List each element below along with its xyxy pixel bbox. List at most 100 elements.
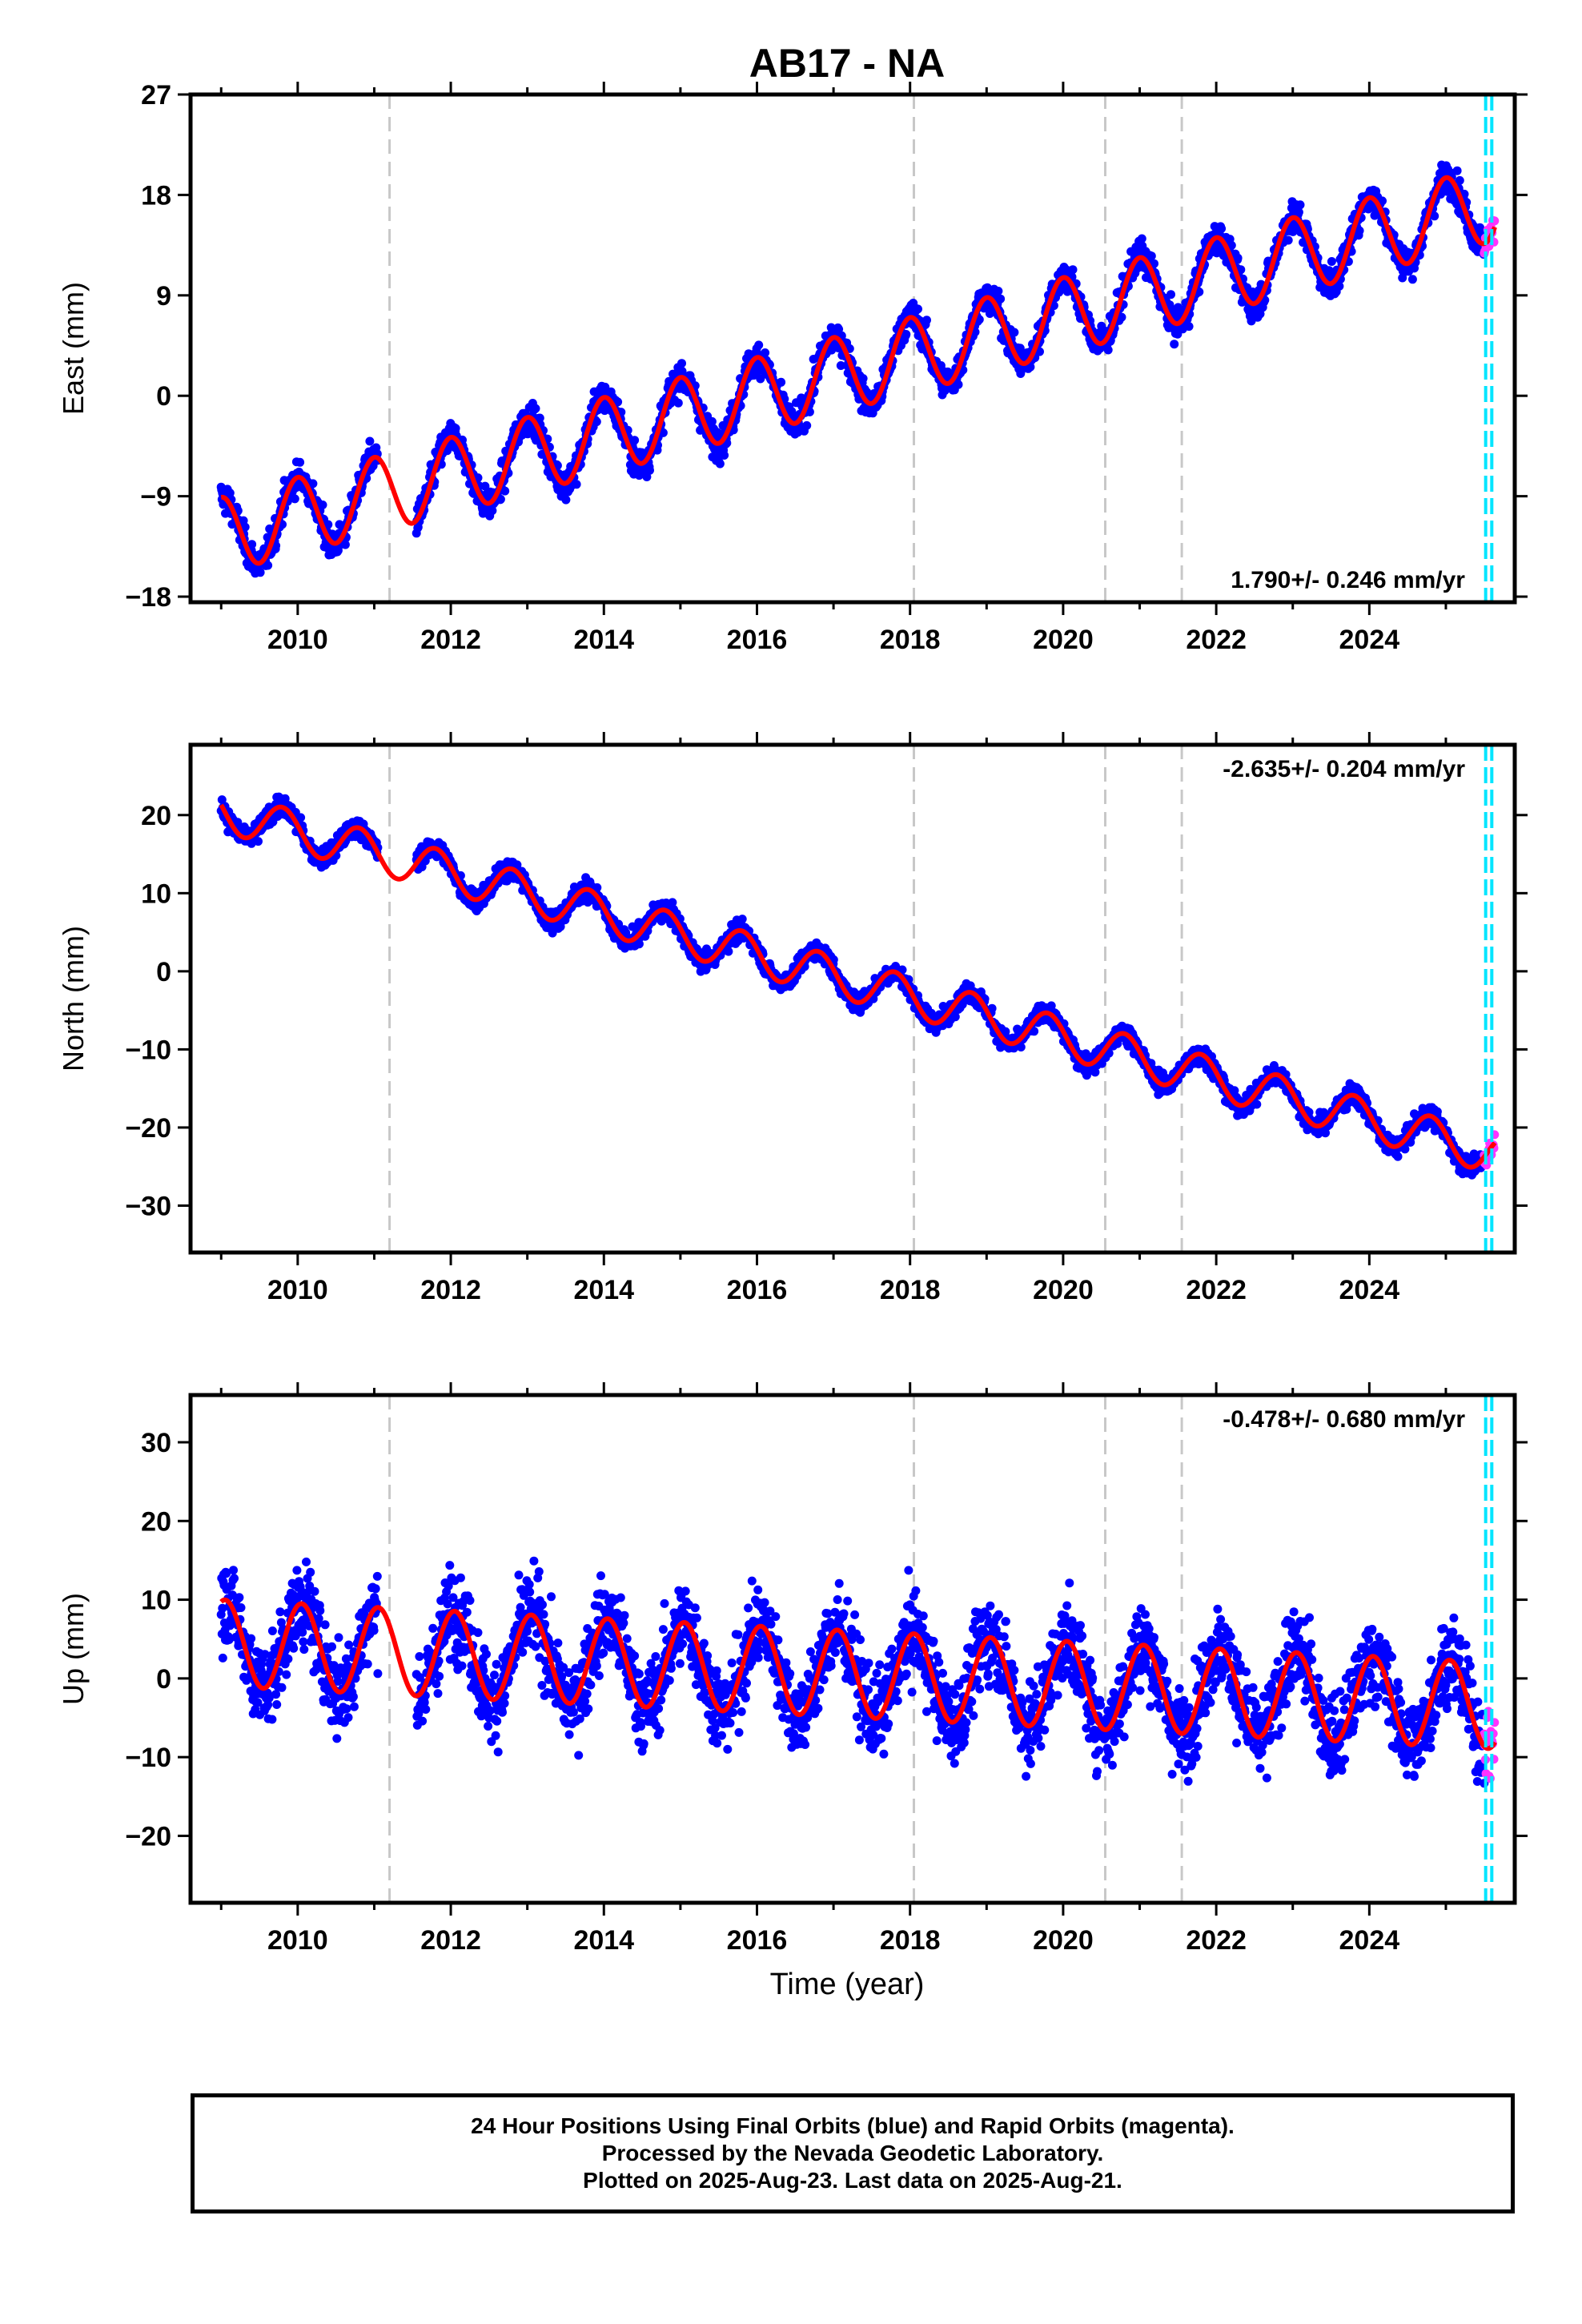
data-point xyxy=(451,424,460,433)
y-tick-label: −9 xyxy=(140,482,171,513)
data-point xyxy=(308,479,318,489)
data-point xyxy=(1137,234,1146,243)
y-tick-label: 27 xyxy=(141,80,171,111)
data-point xyxy=(1335,281,1344,291)
data-point xyxy=(836,361,845,370)
data-point xyxy=(613,397,623,407)
y-tick-label: 18 xyxy=(141,180,171,211)
data-point xyxy=(658,428,668,437)
x-tick-label: 2012 xyxy=(420,625,481,655)
data-point xyxy=(1295,200,1305,210)
data-point xyxy=(290,494,299,504)
data-point xyxy=(1026,362,1035,372)
data-point xyxy=(1355,226,1364,235)
data-point xyxy=(1184,322,1194,332)
data-point xyxy=(323,520,333,529)
data-point xyxy=(1146,251,1156,261)
x-tick-label: 2022 xyxy=(1186,625,1247,655)
data-point xyxy=(217,795,227,805)
x-tick-label: 2014 xyxy=(573,625,634,655)
data-point xyxy=(761,348,770,357)
data-point xyxy=(1103,345,1113,355)
data-point xyxy=(901,330,911,339)
data-point xyxy=(1174,303,1182,312)
data-point xyxy=(1170,340,1179,349)
data-point xyxy=(630,436,640,445)
data-point xyxy=(225,489,235,498)
data-point xyxy=(756,374,765,384)
data-point xyxy=(1327,257,1336,266)
y-tick-label: −18 xyxy=(125,582,171,613)
data-point xyxy=(500,486,510,496)
data-point xyxy=(296,813,306,822)
y-tick-label: 9 xyxy=(156,281,171,312)
data-point xyxy=(1010,328,1019,337)
data-point xyxy=(1015,344,1025,353)
plot-panels: 2010 2012 2014 2016 2018 2020 2022 2024−18−9091… xyxy=(57,80,1528,1956)
data-point xyxy=(247,540,257,549)
data-point xyxy=(535,413,544,423)
model-fit-line xyxy=(220,175,1497,566)
plot-area-east xyxy=(216,94,1500,602)
data-point xyxy=(1117,312,1126,322)
data-point xyxy=(1378,196,1387,206)
data-point xyxy=(1166,290,1175,300)
data-point xyxy=(954,380,963,389)
data-point xyxy=(1247,316,1256,326)
data-point xyxy=(295,457,305,467)
data-point xyxy=(1407,275,1417,284)
data-point xyxy=(994,287,1003,296)
data-point xyxy=(754,340,764,350)
data-point xyxy=(340,540,350,549)
x-tick-label: 2018 xyxy=(880,625,941,655)
data-point xyxy=(645,465,654,475)
y-axis-label: East (mm) xyxy=(57,282,90,415)
data-point xyxy=(561,495,571,505)
data-point xyxy=(802,420,812,430)
series-final-north xyxy=(216,792,1489,1180)
data-point xyxy=(1195,287,1204,296)
data-point xyxy=(254,837,263,846)
data-point xyxy=(488,506,497,516)
x-tick-label: 2010 xyxy=(267,625,328,655)
x-tick-label: 2024 xyxy=(1339,625,1400,655)
data-point xyxy=(707,416,717,426)
panel-frame xyxy=(188,92,1517,605)
data-point xyxy=(673,398,683,408)
data-point xyxy=(922,316,931,325)
rate-label: 1.790+/- 0.246 mm/yr xyxy=(1231,567,1465,593)
panel-north: 2010 2012 2014 2016 2018 2020 2022 2024−30−20−1… xyxy=(57,732,1528,1305)
data-point xyxy=(677,359,686,368)
data-point xyxy=(637,448,647,457)
data-point xyxy=(777,377,786,387)
data-point xyxy=(1217,224,1227,233)
data-point xyxy=(318,501,327,509)
data-point xyxy=(496,494,505,504)
data-point xyxy=(255,568,265,577)
data-point xyxy=(805,407,814,416)
data-point xyxy=(1430,211,1439,221)
data-point xyxy=(858,374,868,384)
data-point xyxy=(1035,347,1044,356)
data-point xyxy=(365,436,375,446)
data-point xyxy=(240,522,250,532)
data-point xyxy=(996,294,1006,304)
data-point xyxy=(592,417,601,427)
data-point xyxy=(1068,265,1078,275)
data-point xyxy=(1236,265,1246,275)
panel-east: 2010 2012 2014 2016 2018 2020 2022 2024−18−9091… xyxy=(57,80,1528,655)
data-point xyxy=(1233,253,1243,263)
data-point xyxy=(913,304,922,314)
data-point xyxy=(1452,166,1462,175)
plot-area-north xyxy=(216,745,1500,1252)
data-point xyxy=(720,451,729,460)
data-point xyxy=(642,472,652,481)
data-point xyxy=(724,947,733,956)
data-point xyxy=(1283,235,1293,245)
data-point xyxy=(531,404,540,413)
data-point xyxy=(1227,240,1236,250)
data-point xyxy=(263,561,273,570)
data-point xyxy=(1455,175,1464,185)
data-point xyxy=(1294,207,1303,217)
